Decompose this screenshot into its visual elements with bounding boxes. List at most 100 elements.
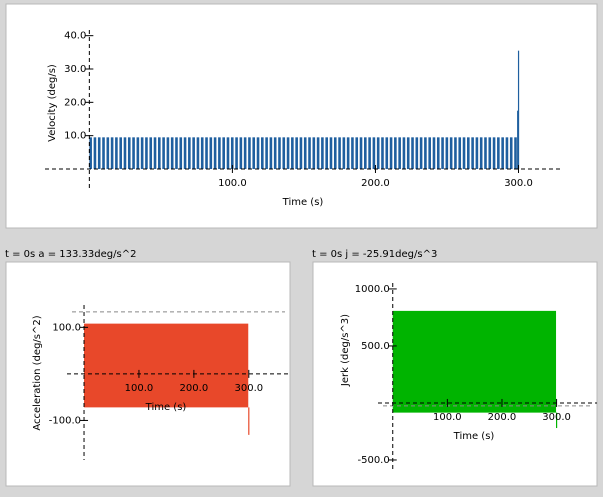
bar [308,137,311,169]
bar [492,137,496,169]
bar [291,137,294,169]
x-tick-label: 200.0 [488,412,517,423]
y-tick-label: 40.0 [64,31,86,42]
bar [140,137,144,169]
y-tick-label: 1000.0 [355,284,390,295]
x-axis-label: Time (s) [453,431,495,442]
bar [376,137,380,169]
bar [145,137,148,169]
y-tick-label: 20.0 [64,97,86,108]
x-tick-label: 200.0 [180,383,209,394]
bar [381,137,384,169]
bar [158,137,161,169]
x-tick-label: 300.0 [542,412,571,423]
bar [132,137,135,169]
bar [239,137,243,169]
bar [192,137,195,169]
bar [226,137,230,169]
bar [505,137,509,169]
bar [278,137,281,169]
bar [110,137,114,169]
bar [368,137,371,169]
y-tick-label: 500.0 [361,341,390,352]
bar [517,110,519,169]
y-tick-label: 100.0 [52,322,81,333]
bar [389,137,393,169]
bar [359,137,363,169]
bar [462,137,466,169]
x-tick-label: 100.0 [433,412,462,423]
bar [106,137,110,169]
bar [364,137,367,169]
bar [93,137,97,169]
bar [196,137,200,169]
bar [209,137,213,169]
bar [286,137,290,169]
bar [261,137,264,169]
bar [316,137,320,169]
bar [243,137,247,169]
bar [342,137,346,169]
x-axis-label: Time (s) [282,197,324,208]
y-tick-label: -100.0 [49,415,81,426]
y-axis-label: Acceleration (deg/s^2) [32,315,43,430]
bar [97,137,101,169]
y-axis-label: Jerk (deg/s^3) [340,314,351,387]
bar [218,137,221,169]
bar [162,137,165,169]
bar [445,137,449,169]
bar [454,137,457,169]
bar [411,137,414,169]
bar [338,137,341,169]
bar [514,137,517,169]
bar [230,137,234,169]
bar [115,137,118,169]
y-tick-label: -500.0 [357,455,389,466]
bar [179,137,183,169]
bar [123,137,127,169]
panel [5,3,598,229]
bar [517,50,520,169]
bar [213,137,217,169]
bar [488,137,492,169]
bar [432,137,436,169]
x-tick-label: 200.0 [361,178,390,189]
bar [205,137,208,169]
bar [509,137,513,169]
bar [475,137,479,169]
bar [479,137,483,169]
bar [256,137,260,169]
bar [153,137,157,169]
bar [406,137,410,169]
bar [394,137,397,169]
bar [119,137,122,169]
bar [312,137,316,169]
bar [436,137,440,169]
x-tick-label: 100.0 [125,383,154,394]
bar [303,137,307,169]
x-tick-label: 300.0 [234,383,263,394]
bar [458,137,462,169]
bar [149,137,153,169]
bar [200,137,204,169]
bar [170,137,174,169]
bar [398,137,401,169]
bar [415,137,419,169]
bar [166,137,170,169]
bar [269,137,273,169]
bar [295,137,298,169]
bar [333,137,337,169]
bar [351,137,354,169]
bar [321,137,324,169]
y-axis-label: Velocity (deg/s) [47,64,58,142]
bar [329,137,333,169]
range-area [392,310,557,413]
bar [136,137,140,169]
bar [222,137,225,169]
bar [183,137,187,169]
bar [346,137,350,169]
bar [235,137,238,169]
bar [252,137,256,169]
